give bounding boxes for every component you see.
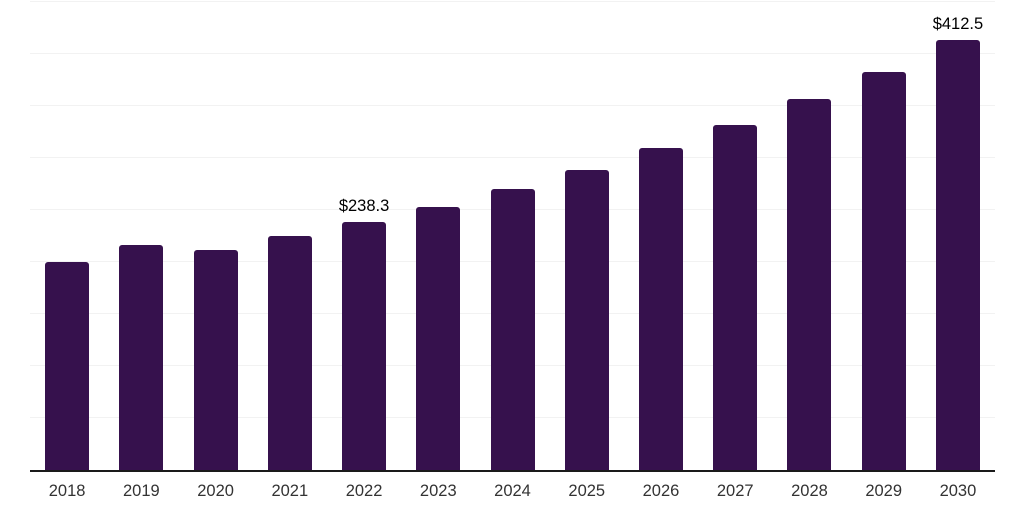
x-tick-label-2023: 2023	[419, 482, 457, 500]
bar-2018	[45, 262, 90, 470]
bar-slot-2029	[847, 1, 921, 470]
bar-2021	[267, 236, 312, 470]
bar-2020	[193, 249, 238, 470]
x-tick-label-2021: 2021	[271, 482, 309, 500]
bar-slot-2025	[550, 1, 624, 470]
bar-value-label-2030: $412.5	[932, 15, 984, 34]
x-axis-labels: 2018 2019 2020 2021 2022 2023 2024 2025 2026 2027…	[30, 481, 995, 501]
bar-2023	[416, 206, 461, 470]
bar-slot-2020	[178, 1, 252, 470]
x-tick-label-2024: 2024	[494, 482, 531, 500]
bar-2028	[787, 99, 832, 470]
bar-slot-2026	[624, 1, 698, 470]
x-tick-label-2027: 2027	[716, 482, 754, 500]
bar-2022	[342, 221, 387, 470]
x-tick-label-2022: 2022	[345, 482, 383, 500]
x-tick-label-2020: 2020	[197, 482, 234, 500]
bar-2024	[490, 188, 535, 470]
bar-2029	[861, 72, 906, 470]
bar-slot-2021	[253, 1, 327, 470]
bar-slot-2028	[772, 1, 846, 470]
bar-slot-2022: $238.3	[327, 1, 401, 470]
bars: $238.3 $412.5	[30, 1, 995, 470]
x-tick-label-2019: 2019	[122, 482, 160, 500]
x-tick-label-2025: 2025	[568, 482, 606, 500]
gridline-350	[30, 104, 995, 106]
gridline-450	[30, 0, 995, 2]
bar-slot-2027	[698, 1, 772, 470]
plot-area: $238.3 $412.5	[30, 0, 995, 472]
bar-slot-2030: $412.5	[921, 1, 995, 470]
bar-value-label-2022: $238.3	[338, 196, 390, 215]
gridline-300	[30, 156, 995, 158]
bar-slot-2024	[475, 1, 549, 470]
bar-slot-2019	[104, 1, 178, 470]
bar-2026	[638, 148, 683, 470]
bar-slot-2023	[401, 1, 475, 470]
x-tick-label-2030: 2030	[939, 482, 977, 500]
bar-2019	[119, 244, 164, 470]
bar-2030	[935, 40, 980, 470]
bar-2025	[564, 169, 609, 470]
x-tick-label-2018: 2018	[48, 482, 86, 500]
bar-2027	[713, 125, 758, 470]
x-tick-label-2028: 2028	[791, 482, 828, 500]
x-tick-label-2029: 2029	[865, 482, 903, 500]
x-tick-label-2026: 2026	[642, 482, 680, 500]
bar-slot-2018	[30, 1, 104, 470]
gridline-400	[30, 52, 995, 54]
